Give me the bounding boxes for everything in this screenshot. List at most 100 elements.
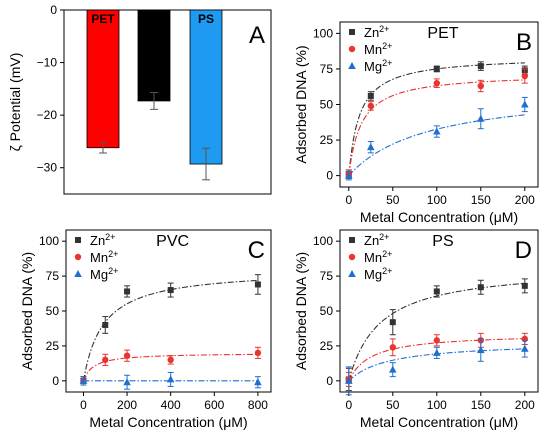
point-mg bbox=[433, 348, 441, 356]
panel-a-ylabel: ζ Potential (mV) bbox=[7, 53, 23, 152]
legend-marker-zn bbox=[75, 237, 81, 243]
legend-label-superscript: 2+ bbox=[108, 266, 118, 276]
legend-label-superscript: 2+ bbox=[379, 232, 389, 242]
legend-label-text: Zn bbox=[90, 233, 105, 248]
panel-c-xtick-label: 400 bbox=[161, 398, 181, 412]
panel-d-ytick-label: 100 bbox=[313, 234, 333, 248]
panel-a-ytick-label: −30 bbox=[37, 161, 58, 175]
panel-a-ytick-label: 0 bbox=[50, 3, 57, 17]
legend-label-text: Mn bbox=[364, 42, 382, 57]
point-mg bbox=[345, 171, 353, 179]
legend-label-text: Mg bbox=[364, 267, 382, 282]
legend-label-superscript: 2+ bbox=[108, 249, 118, 259]
legend-marker-zn bbox=[349, 29, 355, 35]
point-mn bbox=[367, 102, 374, 110]
point-zn bbox=[477, 284, 484, 291]
point-mg bbox=[521, 344, 529, 352]
point-mn bbox=[167, 356, 174, 364]
point-zn bbox=[167, 287, 174, 294]
legend-label-superscript: 2+ bbox=[382, 41, 392, 51]
panel-c-xtick-label: 200 bbox=[117, 398, 137, 412]
panel-c-letter: C bbox=[248, 237, 265, 264]
panel-d-ytick-label: 50 bbox=[320, 304, 334, 318]
point-mg bbox=[389, 365, 397, 373]
panel-c-ytick-label: 100 bbox=[39, 234, 59, 248]
legend-marker-mg bbox=[348, 270, 356, 277]
legend-label-text: Zn bbox=[364, 25, 379, 40]
point-zn bbox=[367, 92, 374, 99]
panel-b-xlabel: Metal Concentration (μM) bbox=[360, 209, 518, 225]
point-zn bbox=[102, 321, 109, 328]
point-mn bbox=[102, 356, 109, 364]
legend-marker-mn bbox=[348, 45, 356, 53]
legend-label-superscript: 2+ bbox=[382, 249, 392, 259]
bar-label-pvc: PVC bbox=[142, 12, 167, 26]
panel-c: 0 200 400 600 800 0 25 50 75 100 Metal Concentrati… bbox=[19, 229, 272, 430]
legend-label-mg: Mg2+ bbox=[364, 58, 392, 74]
panel-b-xtick-label: 50 bbox=[386, 193, 400, 207]
legend-label-superscript: 2+ bbox=[105, 232, 115, 242]
panel-d-ylabel: Adsorbed DNA (%) bbox=[293, 252, 309, 370]
panel-b-ytick-label: 100 bbox=[313, 26, 333, 40]
legend-label-zn: Zn2+ bbox=[90, 232, 115, 248]
legend-label-mn: Mn2+ bbox=[90, 249, 118, 265]
panel-c-xtick-label: 600 bbox=[204, 398, 224, 412]
point-mn bbox=[389, 344, 396, 351]
point-mn bbox=[123, 352, 131, 359]
panel-b-ytick-label: 50 bbox=[320, 98, 334, 112]
panel-c-title: PVC bbox=[156, 233, 189, 250]
point-mg bbox=[345, 376, 353, 384]
panel-c-ytick-label: 0 bbox=[52, 374, 59, 388]
panel-a-letter: A bbox=[249, 22, 265, 49]
panel-d-xlabel: Metal Concentration (μM) bbox=[360, 414, 518, 430]
point-mn bbox=[477, 82, 484, 90]
legend-label-superscript: 2+ bbox=[382, 266, 392, 276]
point-mg bbox=[367, 143, 375, 151]
panel-d-ytick-label: 25 bbox=[320, 339, 334, 353]
legend-label-superscript: 2+ bbox=[382, 58, 392, 68]
legend-label-zn: Zn2+ bbox=[364, 232, 389, 248]
legend-marker-mn bbox=[348, 253, 356, 261]
panel-c-xlabel: Metal Concentration (μM) bbox=[89, 414, 247, 430]
bar-pvc bbox=[137, 9, 171, 102]
point-mn bbox=[433, 337, 440, 344]
panel-d-ytick-label: 0 bbox=[326, 374, 333, 388]
panel-b-ylabel: Adsorbed DNA (%) bbox=[293, 45, 309, 163]
legend-label-mn: Mn2+ bbox=[364, 249, 392, 265]
legend-label-text: Mn bbox=[364, 250, 382, 265]
point-mg bbox=[166, 375, 175, 383]
point-mg bbox=[477, 346, 485, 354]
panel-b-xtick-label: 0 bbox=[345, 193, 352, 207]
point-mn bbox=[521, 72, 528, 80]
legend-label-text: Zn bbox=[364, 233, 379, 248]
point-zn bbox=[521, 282, 528, 289]
point-zn bbox=[254, 281, 261, 288]
bar-label-pet: PET bbox=[91, 12, 115, 26]
panel-d-xtick-label: 50 bbox=[386, 398, 400, 412]
panel-b-xtick-label: 200 bbox=[515, 193, 535, 207]
point-zn bbox=[124, 288, 131, 295]
panel-d-letter: D bbox=[515, 237, 532, 264]
point-mg bbox=[254, 378, 262, 386]
panel-c-ytick-label: 50 bbox=[46, 304, 60, 318]
panel-b-xtick-label: 150 bbox=[471, 193, 491, 207]
panel-b-ytick-label: 75 bbox=[320, 62, 334, 76]
panel-d-xtick-label: 200 bbox=[515, 398, 535, 412]
panel-b-ytick-label: 25 bbox=[320, 133, 334, 147]
legend-label-mn: Mn2+ bbox=[364, 41, 392, 57]
panel-b-xtick-label: 100 bbox=[427, 193, 447, 207]
point-zn bbox=[433, 288, 440, 295]
legend-label-text: Mg bbox=[90, 267, 108, 282]
legend-label-text: Mg bbox=[364, 59, 382, 74]
bar-ps bbox=[189, 9, 223, 165]
point-mg bbox=[477, 114, 485, 122]
panel-a-ytick-label: −10 bbox=[37, 56, 58, 70]
panel-c-xtick-label: 800 bbox=[248, 398, 268, 412]
point-zn bbox=[389, 319, 396, 326]
panel-d: 0 50 100 150 200 0 25 50 75 100 Metal Concentratio… bbox=[293, 229, 539, 430]
point-mg bbox=[433, 127, 441, 135]
point-zn bbox=[433, 65, 440, 72]
panel-c-ytick-label: 25 bbox=[46, 339, 60, 353]
bar-pet bbox=[86, 9, 120, 149]
